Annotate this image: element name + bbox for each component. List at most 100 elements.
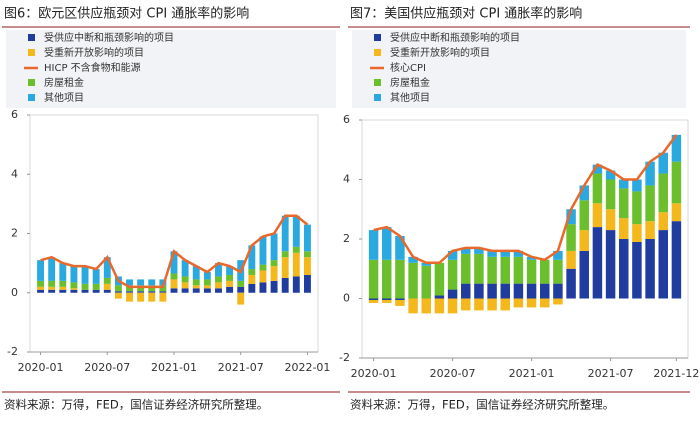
bar-segment (137, 279, 145, 286)
bar-segment (81, 283, 89, 290)
bar-segment (170, 273, 178, 280)
bar-segment (658, 230, 668, 299)
bar-segment (487, 298, 497, 311)
bar-segment (645, 221, 655, 239)
bar-segment (181, 276, 189, 283)
bar-segment (474, 247, 484, 254)
bar-segment (237, 280, 245, 287)
bar-segment (605, 209, 616, 231)
bar-segment (148, 285, 156, 292)
bar-segment (126, 285, 133, 292)
legend-marker (28, 34, 35, 41)
bar-segment (645, 161, 655, 186)
bar-segment (281, 257, 289, 278)
bar-segment (270, 280, 278, 293)
bar-segment (292, 276, 300, 293)
bar-segment (368, 299, 379, 303)
bar-segment (203, 272, 211, 280)
bar-segment (632, 191, 642, 225)
bar-segment (395, 236, 405, 260)
bar-segment (181, 260, 189, 277)
bar-segment (137, 285, 145, 292)
bar-segment (566, 250, 576, 269)
x-tick-label: 2020-01 (351, 367, 397, 380)
bar-segment (303, 274, 311, 293)
bar-segment (526, 259, 537, 284)
bar-segment (281, 215, 289, 252)
bar-segment (226, 266, 234, 275)
bar-segment (658, 173, 668, 213)
bar-segment (408, 256, 418, 263)
legend-marker (28, 49, 35, 56)
bar-segment (170, 251, 178, 274)
bar-segment (215, 282, 222, 289)
line (40, 214, 309, 289)
bar-segment (566, 209, 576, 225)
bar-segment (92, 269, 100, 284)
bar-segment (592, 227, 603, 299)
bar-segment (447, 250, 458, 260)
bar-segment (248, 274, 256, 284)
bar-segment (303, 257, 311, 275)
bar-segment (248, 245, 256, 270)
bar-segment (181, 282, 189, 289)
x-tick-label: 2021-12 (653, 367, 699, 380)
x-tick-label: 2021-01 (151, 361, 197, 374)
bar-segment (303, 251, 311, 258)
bar-segment (92, 289, 100, 293)
bar-segment (48, 289, 56, 293)
bar-segment (513, 283, 524, 299)
bar-segment (48, 280, 56, 287)
bar-segment (474, 298, 484, 311)
bar-segment (382, 227, 392, 260)
bar-segment (192, 279, 200, 286)
bar-segment (368, 230, 379, 260)
bar-segment (59, 280, 67, 287)
bar-segment (37, 286, 45, 290)
bar-segment (281, 277, 289, 293)
bar-segment (619, 239, 629, 299)
legend-marker (28, 79, 35, 86)
bar-segment (540, 283, 550, 299)
bar-segment (592, 173, 603, 204)
bar-segment (395, 298, 405, 300)
bar-segment (114, 285, 122, 292)
bar-segment (181, 288, 189, 293)
bar-segment (192, 266, 200, 280)
bar-segment (421, 298, 431, 314)
legend-text: 核心CPI (390, 61, 426, 74)
source-note: 资料来源：万得，FED，国信证券经济研究所整理。 (350, 398, 614, 412)
bar-segment (215, 276, 222, 283)
bar-segment (103, 277, 111, 284)
bar-segment (513, 250, 524, 257)
bar-segment (619, 188, 629, 219)
legend-text: 房屋租金 (390, 76, 430, 89)
bar-segment (92, 283, 100, 290)
bar-segment (159, 279, 167, 286)
bar-segment (461, 247, 471, 254)
legend-text: HICP 不含食物和能源 (44, 61, 141, 74)
legend-background (352, 30, 686, 108)
bar-segment (159, 292, 167, 302)
bar-segment (203, 285, 211, 289)
bar-segment (605, 230, 616, 299)
bar-segment (114, 292, 122, 299)
source-note: 资料来源：万得，FED，国信证券经济研究所整理。 (4, 398, 268, 412)
bar-segment (500, 250, 510, 257)
bar-segment (159, 285, 167, 292)
bar-segment (170, 279, 178, 289)
x-tick-label: 2021-07 (218, 361, 264, 374)
bar-segment (170, 288, 178, 293)
bar-segment (281, 251, 289, 258)
bar-segment (368, 259, 379, 299)
bar-segment (421, 265, 431, 299)
bar-segment (259, 236, 267, 265)
y-tick-label: 6 (11, 108, 18, 121)
bar-segment (226, 280, 234, 287)
legend-text: 其他项目 (44, 91, 84, 104)
bar-segment (192, 285, 200, 289)
bar-segment (500, 256, 510, 284)
x-tick-label: 2021-01 (509, 367, 555, 380)
bar-segment (553, 298, 563, 305)
bar-segment (421, 262, 431, 266)
